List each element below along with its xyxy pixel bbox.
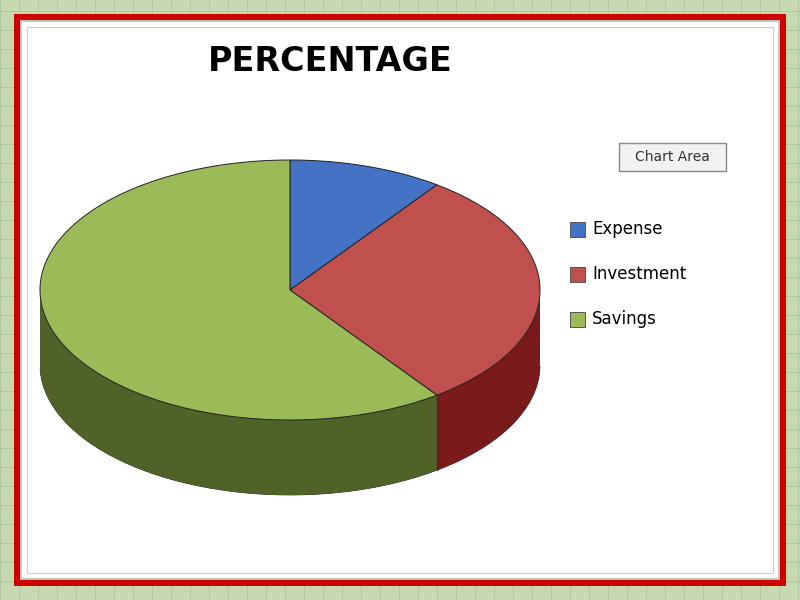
FancyBboxPatch shape — [619, 143, 726, 171]
Polygon shape — [290, 185, 540, 395]
Text: Chart Area: Chart Area — [635, 150, 710, 164]
Text: Investment: Investment — [592, 265, 686, 283]
Polygon shape — [40, 365, 437, 495]
Polygon shape — [290, 365, 540, 470]
Text: PERCENTAGE: PERCENTAGE — [208, 45, 452, 78]
Text: Expense: Expense — [592, 220, 662, 238]
Polygon shape — [290, 160, 437, 290]
Polygon shape — [40, 160, 437, 420]
Bar — [570, 267, 585, 282]
Bar — [570, 222, 585, 237]
Polygon shape — [40, 290, 437, 495]
Polygon shape — [437, 290, 540, 470]
Text: Savings: Savings — [592, 310, 657, 328]
Bar — [570, 312, 585, 327]
